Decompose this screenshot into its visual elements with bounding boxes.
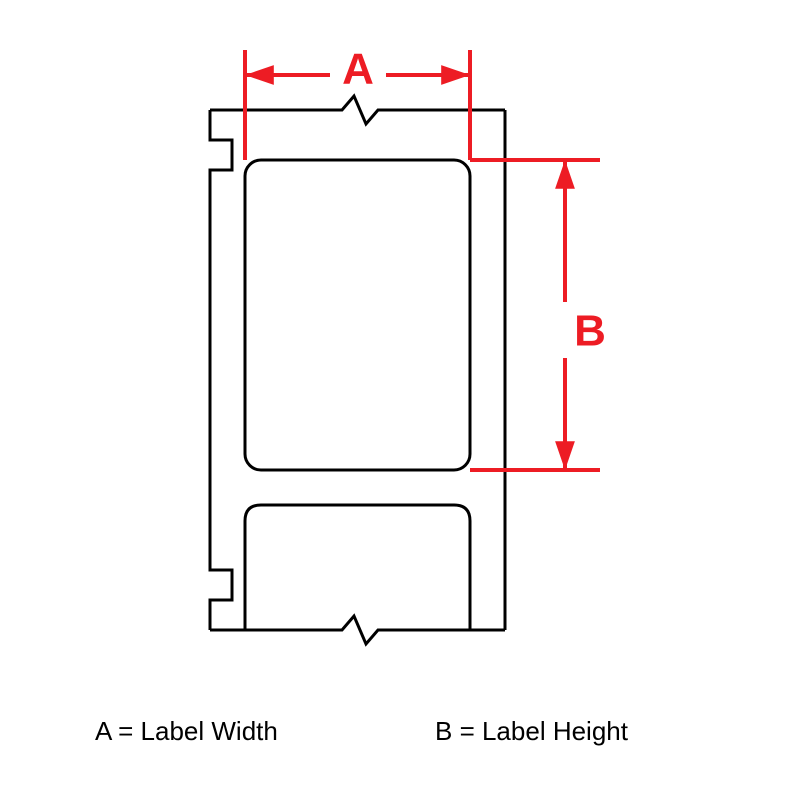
- dim-a-arrowhead-right: [441, 65, 470, 85]
- legend-a: A = Label Width: [95, 716, 278, 746]
- dim-b-arrowhead-top: [555, 160, 575, 189]
- dim-b-label: B: [574, 306, 606, 355]
- carrier-left-edge: [210, 110, 232, 630]
- dim-b-arrowhead-bottom: [555, 441, 575, 470]
- label-second-partial: [245, 505, 470, 630]
- carrier-bottom-edge: [210, 616, 505, 644]
- carrier-top-edge: [210, 96, 505, 124]
- dim-a-arrowhead-left: [245, 65, 274, 85]
- legend-b: B = Label Height: [435, 716, 629, 746]
- label-main: [245, 160, 470, 470]
- dim-a-label: A: [342, 44, 374, 93]
